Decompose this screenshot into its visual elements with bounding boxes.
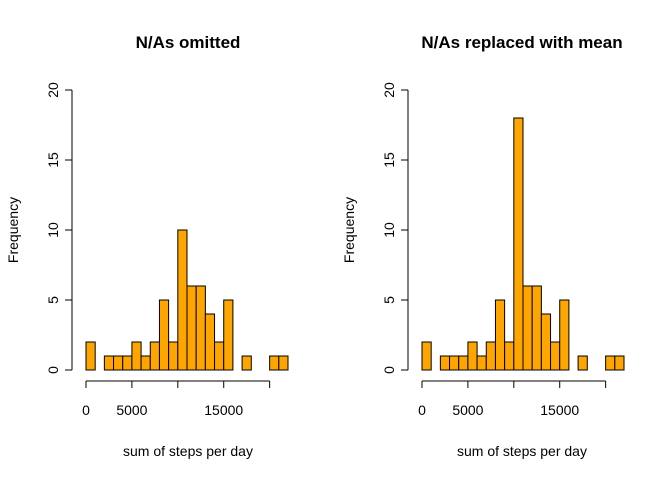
histogram-bar [605,355,616,371]
x-tick-label: 5000 [116,402,147,418]
histogram-bar [85,341,96,371]
histogram-bar [504,341,515,371]
histogram-bar [241,355,252,371]
histogram-bar [214,341,225,371]
histogram-bar [168,341,179,371]
histogram-bar [494,299,506,371]
y-tick-label: 20 [381,82,397,98]
histogram-bar [140,355,151,371]
chart-title: N/As omitted [136,33,241,52]
x-axis: 0 5000 15000 [418,380,607,418]
histogram-bar [577,355,588,371]
histogram-bar [421,341,432,371]
histogram-bar [458,355,469,371]
histogram-bar [103,355,115,371]
histogram-panel-mean-replaced: N/As replaced with mean sum of steps per… [341,33,625,459]
histogram-bar [158,299,170,371]
y-axis-label: Frequency [5,197,21,263]
y-tick-label: 20 [45,82,61,98]
y-tick-label: 15 [45,152,61,168]
y-axis: 0 5 10 15 20 [45,82,73,374]
chart-title: N/As replaced with mean [421,33,622,52]
bar-group [85,229,289,371]
histogram-bar [614,355,625,371]
y-tick-label: 5 [381,296,397,304]
y-tick-label: 5 [45,296,61,304]
x-tick-label: 5000 [452,402,483,418]
y-axis: 0 5 10 15 20 [381,82,409,374]
histogram-bar [540,313,552,371]
y-tick-label: 10 [381,222,397,238]
x-tick-label: 0 [82,402,90,418]
histogram-bar [131,341,142,371]
x-axis-label: sum of steps per day [123,443,253,459]
x-tick-label: 0 [418,402,426,418]
histogram-bar [195,285,206,371]
histogram-bar [522,285,533,371]
y-tick-label: 10 [45,222,61,238]
histogram-bar [278,355,289,371]
y-axis-label: Frequency [341,197,357,263]
histogram-bar [113,355,124,371]
histogram-bar [513,117,524,371]
x-axis-label: sum of steps per day [457,443,587,459]
histogram-bar [186,285,197,371]
histogram-bar [485,341,496,371]
y-tick-label: 0 [45,366,61,374]
x-tick-label: 15000 [204,402,243,418]
histogram-bar [269,355,280,371]
histogram-bar [550,341,561,371]
y-tick-label: 15 [381,152,397,168]
histogram-bar [531,285,542,371]
y-tick-label: 0 [381,366,397,374]
histogram-bar [467,341,478,371]
histogram-bar [439,355,451,371]
histogram-bar [559,299,570,371]
histogram-bar [177,229,188,371]
histogram-panel-omitted: N/As omitted sum of steps per day Freque… [5,33,289,459]
histogram-bar [204,313,216,371]
x-tick-label: 15000 [540,402,579,418]
histogram-bar [449,355,460,371]
x-axis: 0 5000 15000 [82,380,271,418]
histogram-bar [149,341,160,371]
histogram-bar [122,355,133,371]
histogram-bar [223,299,234,371]
bar-group [421,117,625,371]
histogram-bar [476,355,487,371]
